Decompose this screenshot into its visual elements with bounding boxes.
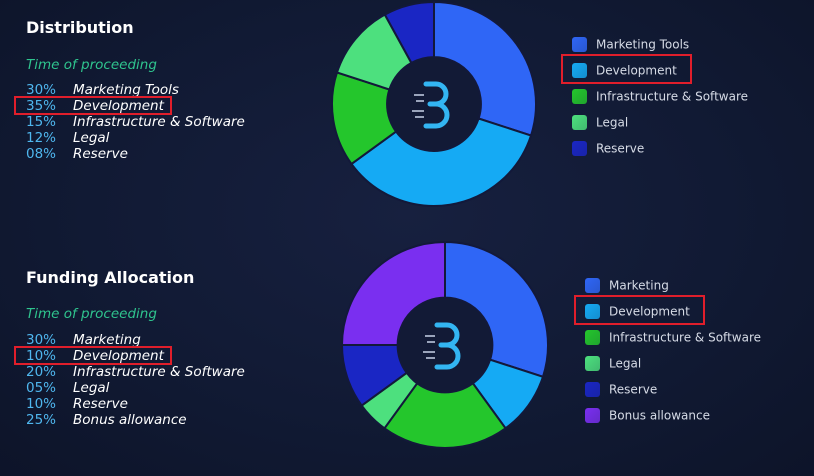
legend-swatch <box>572 89 587 104</box>
legend-swatch <box>585 304 600 319</box>
legend-label: Legal <box>596 115 629 130</box>
row-label: Development <box>73 98 164 114</box>
percentage-row: 25% Bonus allowance <box>26 412 245 428</box>
funding-donut-chart <box>340 240 549 449</box>
pie-slice-infrastructure-software <box>383 381 507 449</box>
percentage-row: 08% Reserve <box>26 146 245 162</box>
legend-item: Reserve <box>585 381 761 407</box>
section-title: Funding Allocation <box>26 268 195 287</box>
legend-swatch <box>572 141 587 156</box>
legend-swatch <box>572 115 587 130</box>
percentage-row: 10% Reserve <box>26 396 245 412</box>
percentage-row-highlighted: 35% Development <box>14 96 245 115</box>
legend-item: Legal <box>585 355 761 381</box>
chart-legend: Marketing Development Infrastructure & S… <box>574 277 761 433</box>
legend-swatch <box>585 408 600 423</box>
row-label: Legal <box>73 130 110 146</box>
row-percent: 10% <box>26 348 57 364</box>
legend-item: Marketing Tools <box>572 36 748 62</box>
legend-item-highlighted: Development <box>561 54 748 88</box>
legend-swatch <box>585 278 600 293</box>
legend-label: Development <box>609 304 690 319</box>
pie-slice-development <box>350 117 533 207</box>
chart-legend: Marketing Tools Development Infrastructu… <box>561 36 748 166</box>
legend-item-highlighted: Development <box>574 295 761 329</box>
b-logo-icon <box>423 322 461 370</box>
row-label: Development <box>73 348 164 364</box>
distribution-section: Distribution Time of proceeding 30% Marke… <box>14 0 748 207</box>
section-subtitle: Time of proceeding <box>26 306 157 322</box>
pie-slice-marketing <box>444 240 549 379</box>
b-logo-icon <box>412 81 450 129</box>
legend-label: Legal <box>609 356 642 371</box>
row-label: Infrastructure & Software <box>73 364 245 380</box>
row-label: Infrastructure & Software <box>73 114 245 130</box>
legend-swatch <box>585 382 600 397</box>
legend-item: Bonus allowance <box>585 407 761 433</box>
row-percent: 05% <box>26 380 57 396</box>
section-title: Distribution <box>26 18 134 37</box>
legend-swatch <box>572 63 587 78</box>
row-label: Legal <box>73 380 110 396</box>
row-percent: 12% <box>26 130 57 146</box>
row-percent: 30% <box>26 82 57 98</box>
percentage-row: 15% Infrastructure & Software <box>26 114 245 130</box>
pie-slice-bonus-allowance <box>340 240 446 346</box>
legend-item: Reserve <box>572 140 748 166</box>
row-percent: 25% <box>26 412 57 428</box>
row-percent: 08% <box>26 146 57 162</box>
legend-label: Bonus allowance <box>609 408 710 423</box>
legend-swatch <box>585 356 600 371</box>
percentage-row: 30% Marketing <box>26 332 245 348</box>
row-percent: 10% <box>26 396 57 412</box>
row-label: Reserve <box>73 146 128 162</box>
percentage-list: 30% Marketing 10% Development 20% Infrastru… <box>14 332 245 428</box>
legend-label: Development <box>596 63 677 78</box>
section-subtitle: Time of proceeding <box>26 57 157 73</box>
legend-item: Infrastructure & Software <box>572 88 748 114</box>
row-percent: 20% <box>26 364 57 380</box>
percentage-row-highlighted: 10% Development <box>14 346 245 365</box>
row-label: Marketing <box>73 332 141 348</box>
legend-item: Infrastructure & Software <box>585 329 761 355</box>
legend-label: Reserve <box>609 382 658 397</box>
legend-swatch <box>585 330 600 345</box>
legend-label: Infrastructure & Software <box>609 330 761 345</box>
row-percent: 30% <box>26 332 57 348</box>
percentage-list: 30% Marketing Tools 35% Development 15% Inf… <box>14 82 245 162</box>
legend-label: Infrastructure & Software <box>596 89 748 104</box>
legend-item: Marketing <box>585 277 761 303</box>
legend-item: Legal <box>572 114 748 140</box>
percentage-row: 20% Infrastructure & Software <box>26 364 245 380</box>
legend-label: Marketing Tools <box>596 37 690 52</box>
pie-slice-reserve <box>383 0 435 65</box>
funding-allocation-section: Funding Allocation Time of proceeding 30… <box>0 238 814 476</box>
row-label: Bonus allowance <box>73 412 187 428</box>
percentage-row: 30% Marketing Tools <box>26 82 245 98</box>
row-label: Reserve <box>73 396 128 412</box>
row-percent: 15% <box>26 114 57 130</box>
legend-label: Marketing <box>609 278 669 293</box>
pie-slice-marketing-tools <box>433 0 537 137</box>
percentage-row: 12% Legal <box>26 130 245 146</box>
row-label: Marketing Tools <box>73 82 179 98</box>
distribution-donut-chart <box>331 0 537 207</box>
legend-swatch <box>572 37 587 52</box>
percentage-row: 05% Legal <box>26 380 245 396</box>
legend-label: Reserve <box>596 141 645 156</box>
row-percent: 35% <box>26 98 57 114</box>
